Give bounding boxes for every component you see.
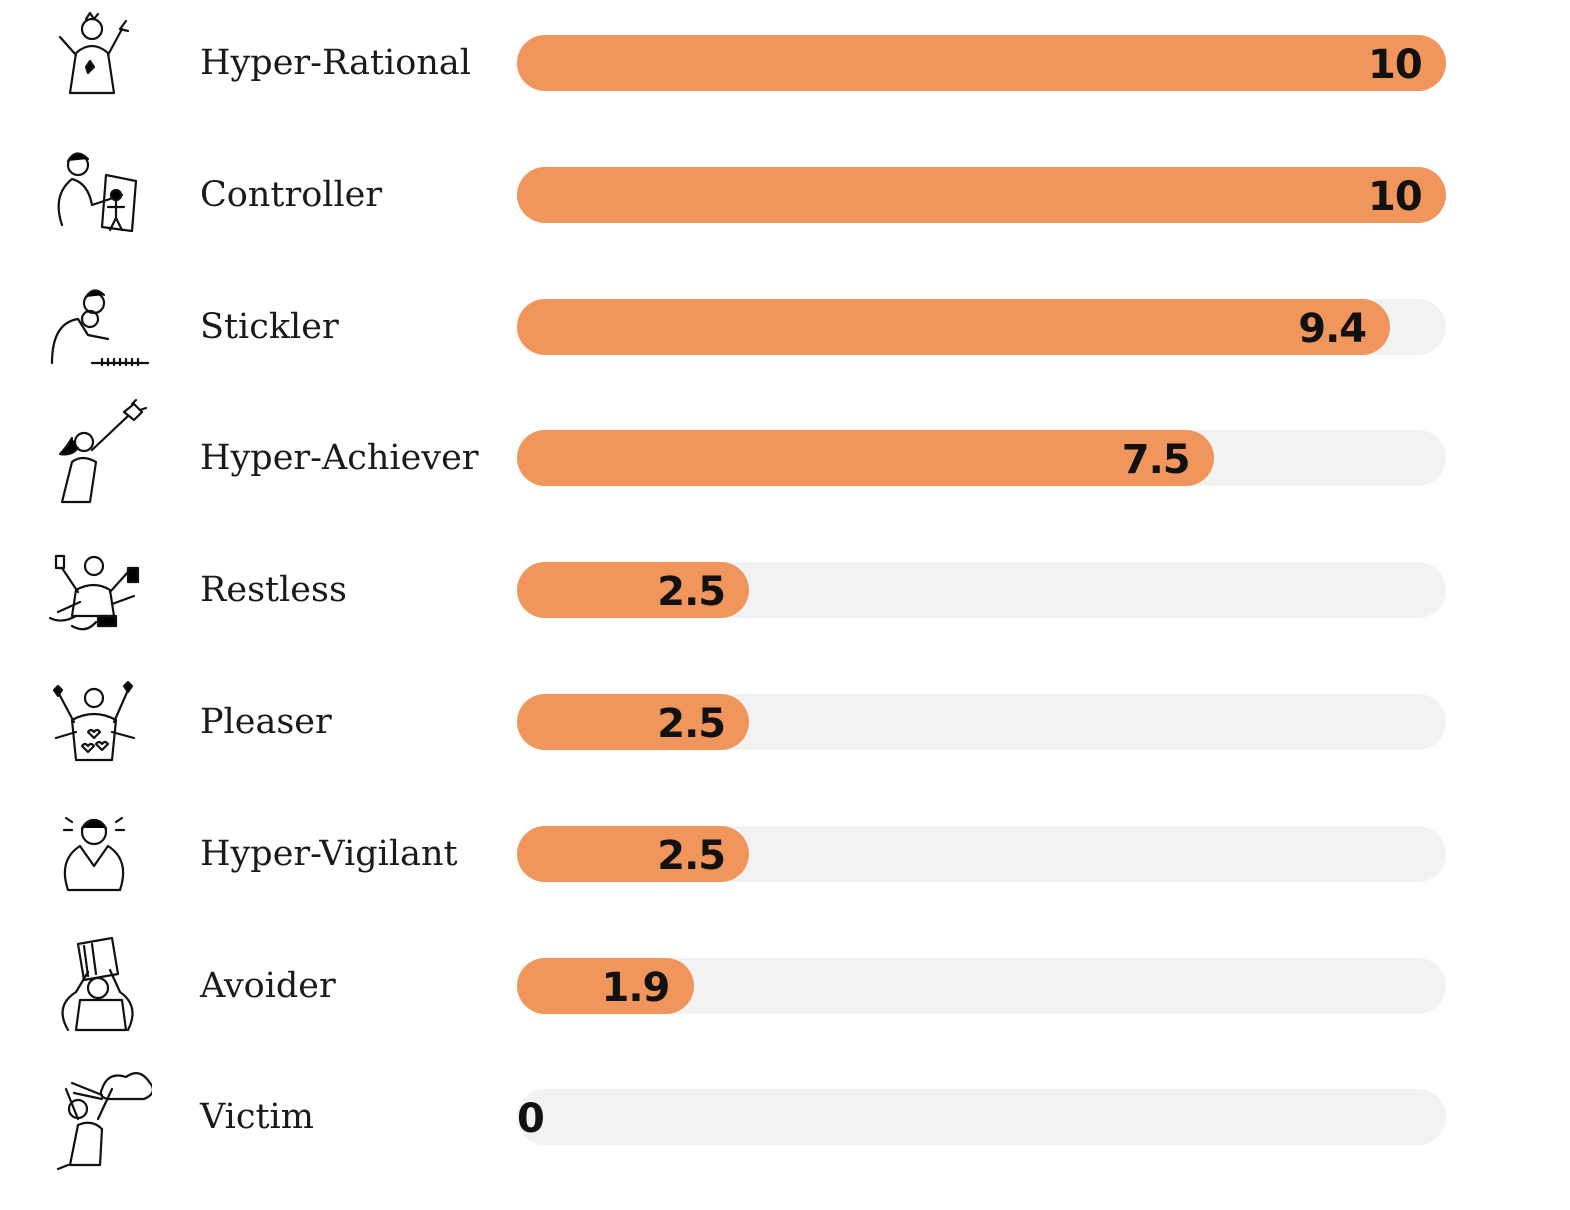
bar-track: 2.5 bbox=[517, 825, 1446, 882]
hyper-rational-icon bbox=[32, 3, 152, 123]
victim-icon bbox=[32, 1057, 152, 1177]
controller-icon bbox=[32, 135, 152, 255]
bar bbox=[517, 298, 1391, 355]
restless-icon bbox=[32, 530, 152, 650]
hyper-vigilant-icon bbox=[32, 794, 152, 914]
value-label: 9.4 bbox=[1298, 305, 1367, 352]
pleaser-icon bbox=[32, 662, 152, 782]
bar-row: Victim 0 bbox=[0, 1057, 1570, 1177]
value-label: 10 bbox=[1368, 173, 1423, 220]
bar-track: 2.5 bbox=[517, 694, 1446, 750]
value-label: 0 bbox=[517, 1096, 545, 1143]
bar bbox=[517, 694, 750, 750]
category-label: Victim bbox=[200, 1097, 314, 1138]
category-label: Controller bbox=[200, 174, 383, 215]
bar-track: 9.4 bbox=[517, 298, 1446, 355]
value-label: 2.5 bbox=[657, 832, 726, 879]
bar-row: Hyper-Vigilant 2.5 bbox=[0, 794, 1570, 914]
bar-track: 2.5 bbox=[517, 562, 1446, 619]
bar bbox=[517, 825, 750, 882]
category-label: Hyper-Vigilant bbox=[200, 833, 458, 874]
value-label: 10 bbox=[1368, 42, 1423, 88]
category-label: Hyper-Rational bbox=[200, 43, 471, 83]
bar-track: 1.9 bbox=[517, 957, 1446, 1014]
bar-row: Hyper-Achiever 7.5 bbox=[0, 398, 1570, 518]
value-label: 2.5 bbox=[657, 701, 726, 747]
value-label: 2.5 bbox=[657, 569, 726, 616]
category-label: Restless bbox=[200, 570, 347, 611]
category-label: Stickler bbox=[200, 306, 339, 347]
bar-track: 0 bbox=[517, 1089, 1446, 1146]
avoider-icon bbox=[32, 926, 152, 1046]
bar bbox=[517, 35, 1446, 91]
value-label: 7.5 bbox=[1121, 437, 1191, 484]
bar-track: 7.5 bbox=[517, 430, 1446, 487]
bar-row: Pleaser 2.5 bbox=[0, 662, 1570, 782]
stickler-icon bbox=[32, 267, 152, 387]
category-label: Avoider bbox=[200, 965, 336, 1006]
bar bbox=[517, 166, 1446, 223]
bar bbox=[517, 562, 750, 619]
bar-row: Controller 10 bbox=[0, 135, 1570, 255]
bar-row: Hyper-Rational 10 bbox=[0, 3, 1570, 123]
category-label: Pleaser bbox=[200, 702, 332, 742]
bar-track: 10 bbox=[517, 166, 1446, 223]
bar-row: Restless 2.5 bbox=[0, 530, 1570, 650]
hyper-achiever-icon bbox=[32, 398, 152, 518]
value-label: 1.9 bbox=[601, 964, 671, 1011]
category-label: Hyper-Achiever bbox=[200, 438, 479, 479]
bar-track: 10 bbox=[517, 35, 1446, 91]
bar-row: Stickler 9.4 bbox=[0, 267, 1570, 387]
bar bbox=[517, 430, 1214, 487]
bar bbox=[517, 957, 694, 1014]
bar-row: Avoider 1.9 bbox=[0, 926, 1570, 1046]
